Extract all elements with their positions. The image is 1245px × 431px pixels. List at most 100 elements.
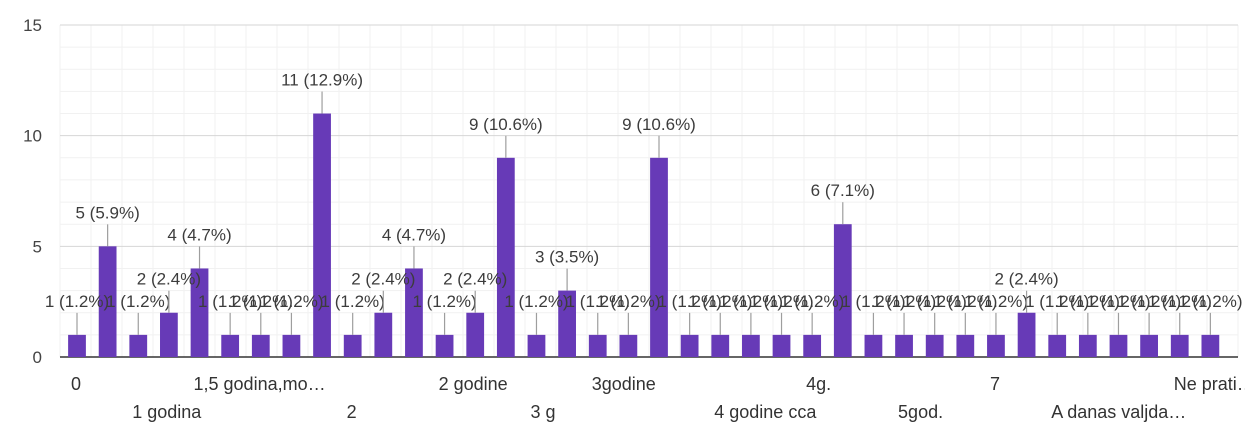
bar — [772, 334, 791, 357]
data-label: 1 (1.2%) — [841, 292, 905, 311]
x-tick-label: 2 godine — [439, 374, 508, 394]
bar — [68, 334, 86, 357]
bar — [1140, 334, 1158, 357]
data-label: 1 (1.2%) — [198, 292, 262, 311]
bar — [1017, 312, 1036, 357]
data-label: 1 (1.2%) — [45, 292, 109, 311]
bar — [925, 334, 944, 357]
bar — [1078, 334, 1097, 357]
gridlines — [59, 24, 1239, 358]
y-tick-label: 0 — [33, 348, 42, 367]
data-label: 1 (1.2%) — [933, 292, 997, 311]
bar — [803, 334, 822, 357]
data-label: 1 (1.2%) — [1117, 292, 1181, 311]
x-tick-label: 1,5 godina,mo… — [194, 374, 326, 394]
data-label: 1 (1.2%) — [964, 292, 1028, 311]
y-tick-label: 10 — [23, 127, 42, 146]
bar — [282, 334, 301, 357]
data-label: 4 (4.7%) — [167, 225, 231, 244]
data-label: 1 (1.2%) — [872, 292, 936, 311]
data-label: 1 (1.2%) — [504, 292, 568, 311]
data-label: 9 (10.6%) — [469, 115, 543, 134]
bar — [680, 334, 699, 357]
data-label: 1 (1.2%) — [596, 292, 660, 311]
data-label: 1 (1.2%) — [1148, 292, 1212, 311]
data-label: 1 (1.2%) — [229, 292, 293, 311]
x-tick-label: 4g. — [806, 374, 831, 394]
bar — [1170, 334, 1189, 357]
data-label: 1 (1.2%) — [412, 292, 476, 311]
data-label: 1 (1.2%) — [1025, 292, 1089, 311]
bar — [129, 334, 148, 357]
data-label: 1 (1.2%) — [321, 292, 385, 311]
bar — [190, 268, 209, 357]
data-label: 1 (1.2%) — [658, 292, 722, 311]
x-tick-label: Ne prati… — [1174, 374, 1245, 394]
bar — [711, 334, 730, 357]
bar — [98, 246, 117, 357]
data-label: 1 (1.2%) — [780, 292, 844, 311]
data-label: 1 (1.2%) — [1086, 292, 1150, 311]
bar — [1048, 334, 1067, 357]
data-label: 6 (7.1%) — [811, 181, 875, 200]
data-label: 1 (1.2%) — [719, 292, 783, 311]
x-tick-label: 7 — [990, 374, 1000, 394]
bar — [160, 312, 178, 357]
x-tick-label: 3 g — [530, 402, 555, 422]
bar — [619, 334, 638, 357]
data-label: 1 (1.2%) — [749, 292, 813, 311]
y-tick-label: 5 — [33, 237, 42, 256]
data-label: 11 (12.9%) — [281, 71, 363, 90]
data-label: 4 (4.7%) — [382, 225, 446, 244]
x-tick-label: 3godine — [592, 374, 656, 394]
data-label: 1 (1.2%) — [259, 292, 323, 311]
bar — [1109, 334, 1128, 357]
bar — [496, 157, 515, 357]
x-tick-label: 0 — [71, 374, 81, 394]
x-tick-label: 5god. — [898, 402, 943, 422]
bar — [251, 334, 270, 357]
bar — [833, 224, 852, 357]
bars — [68, 113, 1220, 358]
data-label: 2 (2.4%) — [351, 270, 415, 289]
data-label: 3 (3.5%) — [535, 248, 599, 267]
bar — [313, 113, 331, 358]
bar — [221, 334, 240, 357]
y-axis: 0 5 10 15 — [23, 16, 42, 367]
data-label: 1 (1.2%) — [566, 292, 630, 311]
data-label: 1 (1.2%) — [1056, 292, 1120, 311]
x-tick-label: 4 godine cca — [714, 402, 817, 422]
data-label: 5 (5.9%) — [76, 203, 140, 222]
bar — [742, 334, 760, 357]
data-label: 1 (1.2%) — [1178, 292, 1242, 311]
bar — [558, 290, 576, 357]
data-label: 1 (1.2%) — [903, 292, 967, 311]
data-label: 1 (1.2%) — [106, 292, 170, 311]
x-axis: 0 1 godina 1,5 godina,mo… 2 2 godine 3 g 3godi… — [71, 374, 1245, 422]
data-label: 9 (10.6%) — [622, 115, 696, 134]
bar — [895, 334, 913, 357]
bar — [374, 312, 393, 357]
data-labels: 1 (1.2%) 5 (5.9%) 1 (1.2%) 2 (2.4%) 4 (4.7%)… — [45, 71, 1242, 335]
x-tick-label: 1 godina — [132, 402, 202, 422]
data-label: 2 (2.4%) — [443, 270, 507, 289]
bar — [588, 334, 607, 357]
bar — [864, 334, 883, 357]
bar — [956, 334, 975, 357]
data-label: 1 (1.2%) — [688, 292, 752, 311]
bar — [1201, 334, 1220, 357]
x-tick-label: 2 — [347, 402, 357, 422]
data-label: 2 (2.4%) — [994, 270, 1058, 289]
y-tick-label: 15 — [23, 16, 42, 35]
bar — [405, 268, 423, 357]
bar — [527, 334, 546, 357]
x-tick-label: A danas valjda… — [1051, 402, 1186, 422]
bar — [435, 334, 454, 357]
bar — [466, 312, 485, 357]
data-label: 2 (2.4%) — [137, 270, 201, 289]
bar — [987, 334, 1005, 357]
bar — [343, 334, 362, 357]
bar — [650, 157, 668, 357]
